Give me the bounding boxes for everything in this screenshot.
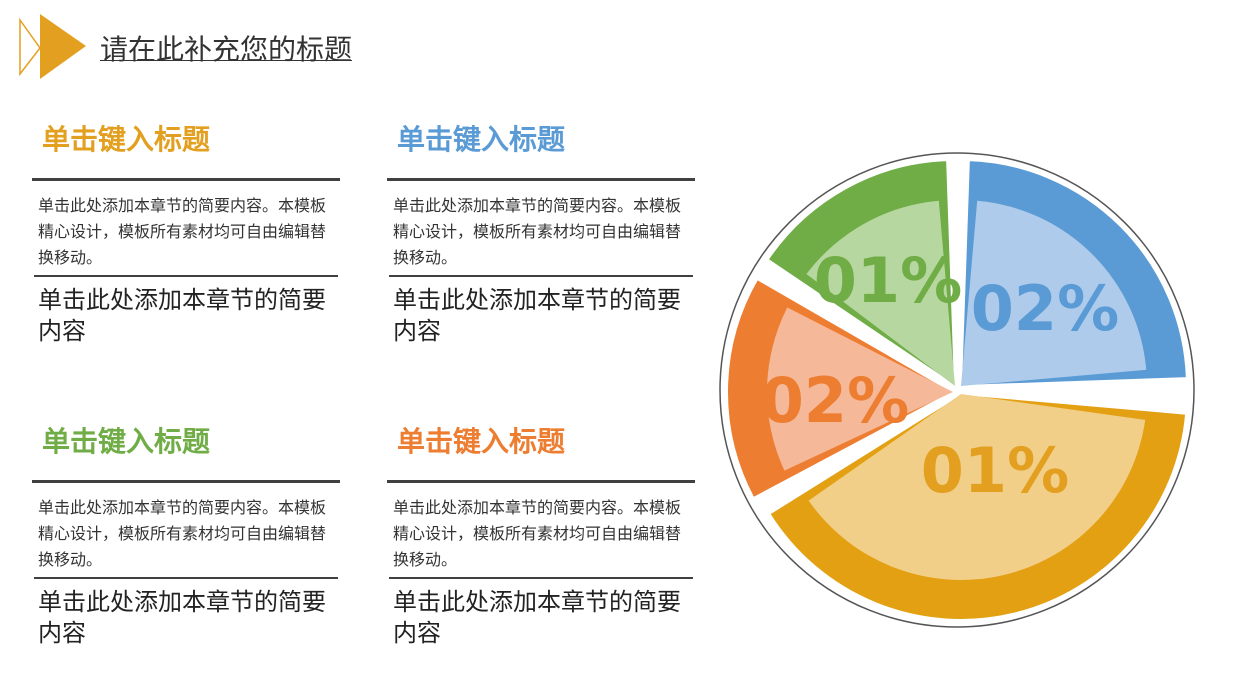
- header-icon: [40, 14, 86, 79]
- text-block: 单击键入标题 单击此处添加本章节的简要内容。本模板精心设计，模板所有素材均可自由…: [32, 420, 340, 657]
- block-desc: 单击此处添加本章节的简要内容。本模板精心设计，模板所有素材均可自由编辑替换移动。: [38, 196, 327, 267]
- header-icon-outline: [19, 17, 41, 77]
- block-title: 单击键入标题: [397, 123, 566, 156]
- pie-label: 02%: [761, 364, 909, 437]
- block-subtitle: 单击此处添加本章节的简要内容: [38, 588, 326, 647]
- pie-wedge-inner: [808, 394, 1146, 580]
- rule: [387, 480, 695, 483]
- pie-wedge-inner: [806, 200, 955, 386]
- pie-wedge-inner: [961, 200, 1147, 386]
- pie-label: 01%: [814, 244, 962, 317]
- rule: [389, 275, 693, 277]
- block-desc: 单击此处添加本章节的简要内容。本模板精心设计，模板所有素材均可自由编辑替换移动。: [393, 196, 682, 267]
- block-desc: 单击此处添加本章节的简要内容。本模板精心设计，模板所有素材均可自由编辑替换移动。: [393, 498, 682, 569]
- pie-wedge-inner: [766, 307, 953, 471]
- block-subtitle: 单击此处添加本章节的简要内容: [393, 286, 681, 345]
- block-title: 单击键入标题: [42, 425, 211, 458]
- block-subtitle: 单击此处添加本章节的简要内容: [393, 588, 681, 647]
- text-block: 单击键入标题 单击此处添加本章节的简要内容。本模板精心设计，模板所有素材均可自由…: [387, 420, 695, 657]
- block-desc: 单击此处添加本章节的简要内容。本模板精心设计，模板所有素材均可自由编辑替换移动。: [38, 498, 327, 569]
- block-title: 单击键入标题: [42, 123, 211, 156]
- text-block: 单击键入标题 单击此处添加本章节的简要内容。本模板精心设计，模板所有素材均可自由…: [32, 118, 340, 355]
- rule: [34, 275, 338, 277]
- pie-label: 01%: [921, 434, 1069, 507]
- rule: [32, 178, 340, 181]
- rule: [389, 577, 693, 579]
- block-subtitle: 单击此处添加本章节的简要内容: [38, 286, 326, 345]
- rule: [387, 178, 695, 181]
- rule: [32, 480, 340, 483]
- page-title: 请在此补充您的标题: [100, 33, 353, 66]
- rule: [34, 577, 338, 579]
- text-block: 单击键入标题 单击此处添加本章节的简要内容。本模板精心设计，模板所有素材均可自由…: [387, 118, 695, 355]
- pie-label: 02%: [971, 272, 1119, 345]
- pie-ring: [719, 152, 1195, 628]
- block-title: 单击键入标题: [397, 425, 566, 458]
- pie: [726, 159, 1188, 621]
